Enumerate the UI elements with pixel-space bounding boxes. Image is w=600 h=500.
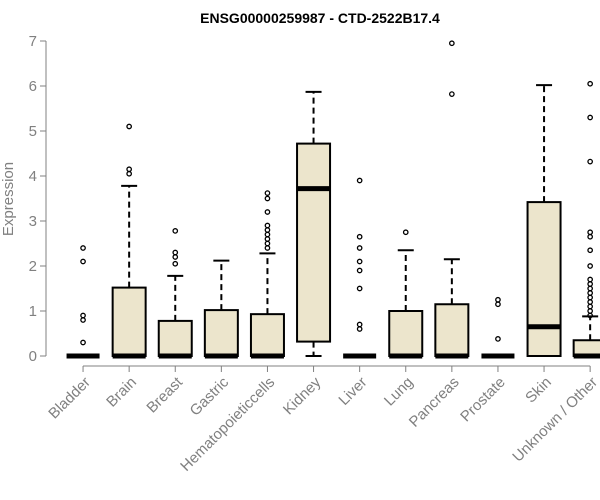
outlier-point — [587, 299, 594, 305]
outlier-point — [80, 339, 86, 346]
outlier-point — [264, 236, 271, 242]
outlier-point — [264, 231, 271, 238]
outlier-point — [126, 123, 132, 130]
outlier-point — [356, 321, 363, 328]
y-tick-label: 2 — [29, 258, 37, 275]
box-9 — [481, 296, 515, 359]
outlier-point — [356, 245, 363, 251]
outlier-point — [587, 294, 594, 301]
outlier-point — [356, 267, 363, 274]
outlier-point — [80, 312, 86, 319]
x-tick-label: Bladder — [45, 374, 94, 423]
outlier-point — [126, 170, 132, 177]
outlier-point — [587, 233, 594, 240]
outlier-point — [80, 317, 86, 323]
box-iqr — [157, 319, 193, 357]
outlier-point — [356, 285, 363, 292]
outlier-point — [172, 254, 179, 260]
x-tick-label: Kidney — [280, 373, 325, 418]
y-tick-label: 7 — [29, 33, 37, 50]
box-iqr — [388, 310, 424, 357]
x-tick-label: Liver — [335, 374, 370, 409]
x-tick-label: Skin — [522, 374, 555, 407]
outlier-point — [587, 276, 594, 283]
box-11 — [572, 80, 600, 359]
outlier-point — [80, 245, 86, 251]
box-iqr — [111, 286, 147, 358]
box-0 — [66, 245, 100, 359]
y-tick-label: 3 — [29, 213, 37, 230]
outlier-point — [587, 290, 594, 296]
box-7 — [388, 229, 424, 359]
box-5 — [296, 90, 332, 357]
box-8 — [434, 40, 470, 359]
outlier-point — [495, 336, 501, 342]
box-3 — [203, 259, 239, 359]
x-tick-label: Breast — [143, 373, 186, 416]
outlier-point — [448, 91, 455, 97]
box-iqr — [203, 309, 239, 358]
outlier-point — [264, 195, 271, 202]
outlier-point — [587, 158, 594, 165]
x-tick-label: Lung — [381, 374, 417, 410]
box-iqr — [526, 201, 562, 357]
outlier-point — [402, 229, 409, 236]
outlier-point — [264, 245, 271, 251]
outlier-point — [587, 308, 594, 314]
outlier-point — [264, 222, 271, 229]
outlier-point — [126, 166, 132, 173]
y-tick-label: 4 — [29, 168, 37, 185]
y-tick-label: 1 — [29, 303, 37, 320]
outlier-point — [587, 281, 594, 287]
outlier-point — [587, 229, 594, 236]
box-iqr — [434, 303, 470, 357]
y-axis: 0 1 2 3 4 5 6 7 — [29, 33, 47, 365]
outlier-point — [80, 258, 86, 265]
box-1 — [111, 123, 147, 359]
box-4 — [249, 190, 285, 359]
box-iqr — [249, 313, 285, 357]
y-tick-label: 5 — [29, 123, 37, 140]
outlier-point — [356, 258, 363, 265]
outlier-point — [587, 303, 594, 310]
box-2 — [157, 228, 193, 359]
outlier-point — [495, 301, 501, 308]
plot-area — [66, 40, 600, 359]
outlier-point — [264, 240, 271, 247]
x-tick-label: Pancreas — [406, 374, 463, 431]
outlier-point — [264, 227, 271, 233]
outlier-point — [356, 233, 363, 240]
x-tick-label: Gastric — [187, 373, 233, 419]
x-axis: Bladder Brain Breast GastricHematopoieticce… — [45, 365, 600, 475]
box-iqr — [296, 142, 332, 343]
box-10 — [526, 84, 562, 357]
x-tick-label: Prostate — [457, 374, 509, 426]
outlier-point — [495, 296, 501, 303]
outlier-point — [587, 80, 594, 87]
y-axis-title: Expression — [0, 162, 17, 236]
outlier-point — [264, 209, 271, 215]
outlier-point — [448, 40, 455, 47]
outlier-point — [356, 177, 363, 184]
y-tick-label: 0 — [29, 348, 37, 365]
x-tick-label: Brain — [103, 374, 140, 411]
box-6 — [343, 177, 377, 359]
outlier-point — [587, 285, 594, 292]
outlier-point — [172, 260, 179, 267]
outlier-point — [356, 326, 363, 332]
outlier-point — [587, 247, 594, 254]
outlier-point — [264, 190, 271, 196]
y-tick-label: 6 — [29, 78, 37, 95]
outlier-point — [172, 249, 179, 256]
outlier-point — [587, 114, 594, 121]
outlier-point — [172, 228, 179, 234]
chart-title: ENSG00000259987 - CTD-2522B17.4 — [200, 10, 440, 26]
x-tick-label: Unknown / Other — [509, 374, 600, 466]
outlier-point — [587, 263, 594, 269]
